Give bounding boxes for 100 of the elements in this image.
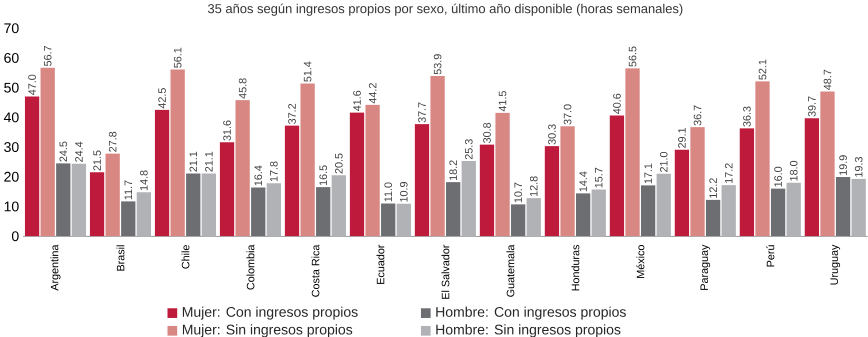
data-label: 51.4 — [304, 61, 312, 82]
data-label: 52.1 — [758, 59, 766, 80]
data-label: 53.9 — [434, 54, 442, 74]
bar — [350, 112, 364, 236]
bar — [106, 153, 120, 236]
data-label: 24.4 — [75, 142, 83, 162]
data-label: 36.7 — [694, 105, 702, 126]
data-label: 11.0 — [384, 182, 392, 202]
bar — [820, 91, 835, 236]
data-label: 14.8 — [140, 170, 148, 190]
bar — [300, 83, 315, 236]
y-tick-label: 10 — [4, 201, 19, 212]
x-tick-label: Argentina — [50, 244, 60, 291]
data-label: 17.1 — [644, 163, 652, 184]
bar — [235, 100, 250, 236]
bar — [656, 174, 671, 236]
data-label: 21.1 — [205, 152, 213, 172]
bar — [186, 173, 200, 236]
bar — [592, 189, 606, 236]
data-label: 41.6 — [353, 90, 361, 111]
data-label: 41.5 — [498, 90, 506, 112]
bar — [381, 203, 396, 236]
legend-label: Hombre: Sin ingresos propios — [436, 324, 620, 337]
bar — [90, 172, 104, 236]
y-tick-label: 40 — [4, 112, 19, 122]
data-label: 18.2 — [449, 160, 457, 180]
legend-label: Mujer: Con ingresos propios — [182, 306, 358, 320]
bar — [56, 163, 70, 236]
y-tick-label: 20 — [4, 172, 19, 182]
bar — [430, 76, 445, 236]
bar — [332, 175, 346, 236]
legend-label: Hombre: Con ingresos propios — [436, 306, 626, 320]
data-label: 24.5 — [59, 141, 68, 162]
data-label: 44.2 — [368, 82, 376, 104]
bar — [706, 200, 720, 236]
data-label: 11.7 — [124, 180, 132, 200]
data-label: 40.6 — [613, 94, 621, 114]
data-label: 30.8 — [483, 122, 491, 143]
data-label: 14.4 — [579, 171, 587, 192]
data-label: 10.9 — [400, 182, 408, 202]
bar — [202, 173, 216, 236]
bar — [625, 68, 640, 236]
bar — [72, 164, 86, 236]
data-label: 27.8 — [108, 132, 116, 152]
bar — [544, 146, 560, 236]
data-label: 56.7 — [44, 46, 52, 66]
bar — [316, 187, 330, 236]
bar — [610, 115, 624, 236]
x-tick-label: Chile — [181, 244, 190, 268]
x-tick-label: Colombia — [246, 244, 254, 290]
data-label: 56.5 — [628, 46, 636, 66]
data-label: 21.0 — [660, 152, 668, 172]
bar — [804, 118, 820, 236]
bar — [755, 81, 770, 236]
bar — [284, 126, 300, 236]
bar — [576, 193, 590, 236]
bar — [836, 176, 850, 236]
data-label: 37.0 — [564, 104, 572, 124]
bar — [121, 201, 136, 236]
x-tick-label: Uruguay — [830, 244, 840, 284]
data-label: 16.5 — [319, 165, 328, 185]
x-tick-label: Costa Rica — [311, 244, 320, 297]
data-label: 17.2 — [724, 163, 732, 183]
data-label: 36.3 — [743, 106, 751, 126]
data-label: 16.0 — [774, 166, 782, 186]
bar — [365, 104, 380, 236]
y-tick-label: 0 — [12, 231, 19, 241]
data-label: 10.7 — [514, 182, 522, 202]
data-label: 12.8 — [530, 176, 538, 196]
x-tick-label: Paraguay — [700, 244, 710, 290]
bar — [266, 183, 281, 236]
data-label: 20.5 — [335, 153, 343, 174]
data-label: 56.1 — [174, 48, 182, 68]
data-label: 45.8 — [238, 78, 246, 98]
bar — [526, 198, 541, 236]
bar — [462, 160, 476, 236]
y-tick-label: 50 — [4, 82, 19, 92]
data-label: 37.7 — [418, 102, 426, 122]
bar — [674, 150, 690, 236]
x-tick-label: Honduras — [571, 244, 580, 290]
data-label: 12.2 — [709, 178, 717, 198]
data-label: 31.6 — [223, 120, 231, 140]
data-label: 21.1 — [189, 152, 198, 172]
bar — [690, 126, 705, 236]
data-label: 48.7 — [824, 70, 832, 90]
data-label: 15.7 — [594, 168, 602, 188]
bar — [170, 69, 185, 236]
bar — [495, 112, 510, 236]
data-label: 16.4 — [254, 165, 262, 186]
bar — [414, 124, 430, 236]
data-label: 18.0 — [790, 160, 798, 180]
x-tick-label: Perú — [766, 245, 774, 266]
bar — [40, 68, 55, 236]
bar — [136, 192, 152, 236]
chart-title: 35 años según ingresos propios por sexo, último año disponible (horas semanales) — [208, 3, 682, 16]
x-tick-label: Ecuador — [376, 244, 384, 284]
x-tick-label: Guatemala — [506, 244, 514, 297]
bar — [511, 204, 526, 236]
bar — [852, 178, 866, 236]
y-tick-label: 70 — [4, 23, 19, 34]
